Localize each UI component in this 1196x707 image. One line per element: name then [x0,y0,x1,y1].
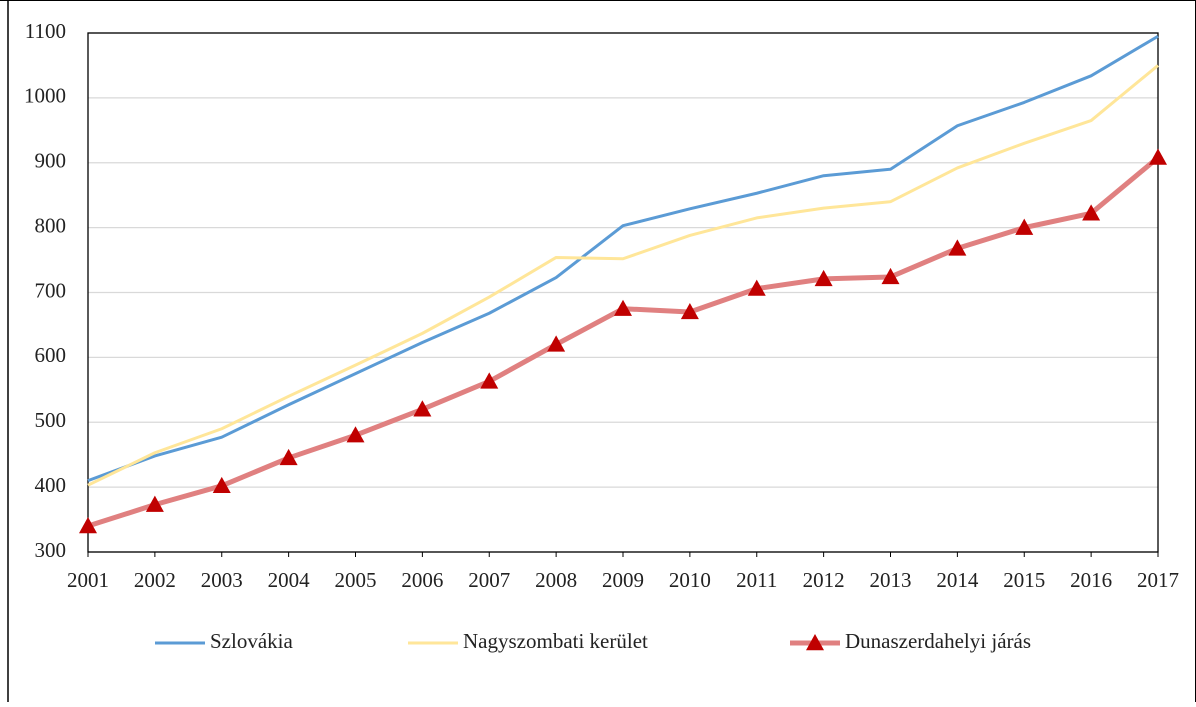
marker [413,400,432,417]
x-tick-label: 2010 [669,568,711,592]
series-line [87,64,1159,487]
x-tick-label: 2011 [736,568,777,592]
x-tick-label: 2013 [870,568,912,592]
x-tick-label: 2004 [268,568,311,592]
y-tick-label: 800 [35,213,67,237]
x-tick-label: 2017 [1137,568,1179,592]
y-tick-label: 1000 [24,84,66,108]
x-tick-label: 2003 [201,568,243,592]
marker [680,302,699,320]
marker [948,239,967,256]
marker [881,267,900,285]
marker [79,517,97,534]
y-tick-label: 900 [35,149,67,173]
marker [346,426,365,443]
x-tick-label: 2005 [335,568,377,592]
marker [547,335,566,352]
marker [1082,204,1101,221]
legend-label: Szlovákia [210,629,293,653]
x-tick-label: 2008 [535,568,577,592]
x-tick-label: 2014 [936,568,979,592]
x-tick-label: 2012 [803,568,845,592]
marker [212,476,231,494]
legend-marker [806,634,824,651]
y-tick-label: 400 [35,473,67,497]
legend-label: Dunaszerdahelyi járás [845,629,1031,653]
y-tick-label: 500 [35,408,67,432]
marker [480,372,499,389]
y-tick-label: 700 [35,278,67,302]
marker [1149,148,1167,165]
marker [614,299,632,316]
series-line [87,34,1159,483]
marker [814,269,833,287]
y-tick-label: 600 [35,343,67,367]
y-tick-label: 300 [35,538,67,562]
x-tick-label: 2002 [134,568,176,592]
x-tick-label: 2001 [67,568,109,592]
marker [1015,218,1034,235]
x-tick-label: 2016 [1070,568,1112,592]
x-tick-label: 2015 [1003,568,1045,592]
marker [145,495,164,512]
x-tick-label: 2006 [401,568,443,592]
marker [747,279,766,296]
x-tick-label: 2009 [602,568,644,592]
legend-label: Nagyszombati kerület [463,629,648,653]
marker [279,448,298,466]
y-tick-label: 1100 [25,19,66,43]
series-line [87,155,1160,529]
x-tick-label: 2007 [468,568,510,592]
